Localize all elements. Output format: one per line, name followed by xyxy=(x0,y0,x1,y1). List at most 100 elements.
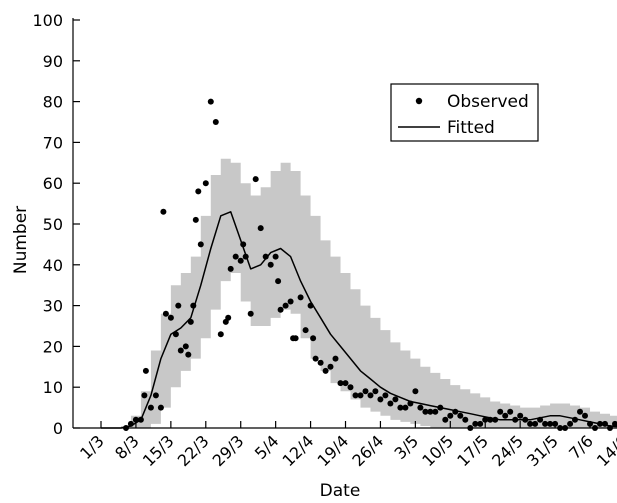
observed-point xyxy=(452,408,459,415)
x-tick-label: 17/5 xyxy=(453,431,492,470)
observed-point xyxy=(522,416,529,423)
confidence-band-area xyxy=(101,158,617,428)
observed-point xyxy=(272,253,279,260)
observed-point xyxy=(367,392,374,399)
observed-point xyxy=(242,253,249,260)
x-tick-label: 5/4 xyxy=(251,431,283,463)
observed-point xyxy=(277,306,284,313)
observed-point xyxy=(352,392,359,399)
x-tick-label: 29/3 xyxy=(209,431,248,470)
observed-point xyxy=(327,363,334,370)
y-tick-label: 20 xyxy=(43,337,63,356)
observed-point xyxy=(197,241,204,248)
observed-point xyxy=(417,404,424,411)
observed-point xyxy=(462,416,469,423)
observed-point xyxy=(357,392,364,399)
observed-point xyxy=(387,400,394,407)
observed-point xyxy=(217,331,224,338)
y-tick-label: 60 xyxy=(43,174,63,193)
observed-point xyxy=(257,225,264,232)
observed-point xyxy=(141,392,148,399)
observed-point xyxy=(347,384,354,391)
observed-point xyxy=(382,392,389,399)
observed-point xyxy=(612,420,617,427)
observed-point xyxy=(577,408,583,415)
observed-point xyxy=(160,208,167,215)
observed-point xyxy=(552,420,559,427)
observed-point xyxy=(362,388,369,395)
observed-point xyxy=(267,261,274,268)
observed-point xyxy=(307,302,314,309)
observed-point xyxy=(262,253,269,260)
x-tick-label: 1/3 xyxy=(76,431,108,463)
observed-point xyxy=(152,392,159,399)
observed-point xyxy=(532,420,539,427)
observed-point xyxy=(432,408,439,415)
y-tick-label: 90 xyxy=(43,52,63,71)
x-tick-label: 12/4 xyxy=(279,431,318,470)
observed-point xyxy=(477,420,484,427)
observed-point xyxy=(492,416,499,423)
observed-point xyxy=(407,400,414,407)
observed-point xyxy=(207,98,214,105)
y-tick-label: 0 xyxy=(53,419,63,438)
observed-point xyxy=(592,425,598,431)
x-tick-label: 8/3 xyxy=(111,431,143,463)
observed-point xyxy=(447,412,454,419)
y-tick-label: 100 xyxy=(32,11,63,30)
observed-point xyxy=(322,367,329,374)
x-tick-label: 19/4 xyxy=(313,431,352,470)
y-tick-label: 40 xyxy=(43,256,63,275)
observed-point xyxy=(195,188,202,195)
observed-point xyxy=(547,420,554,427)
observed-point xyxy=(292,335,299,342)
legend-fitted-label: Fitted xyxy=(447,118,495,138)
observed-point xyxy=(557,425,564,431)
observed-point xyxy=(137,416,144,423)
observed-point xyxy=(175,302,182,309)
observed-point xyxy=(212,119,219,125)
observed-point xyxy=(427,408,434,415)
observed-point xyxy=(342,380,349,387)
observed-point xyxy=(402,404,409,411)
legend-observed-label: Observed xyxy=(447,92,529,112)
observed-point xyxy=(162,310,169,317)
observed-point xyxy=(282,302,289,309)
observed-point xyxy=(467,425,474,431)
observed-point xyxy=(225,314,232,321)
x-tick-label: 24/5 xyxy=(488,431,527,470)
x-axis-title: Date xyxy=(320,481,361,501)
observed-point xyxy=(177,347,184,354)
x-tick-label: 22/3 xyxy=(174,431,213,470)
observed-point xyxy=(240,241,247,248)
observed-point xyxy=(317,359,324,366)
y-tick-label: 70 xyxy=(43,133,63,152)
observed-point xyxy=(437,404,444,411)
observed-point xyxy=(132,416,139,423)
observed-point xyxy=(412,388,419,395)
observed-point xyxy=(542,420,549,427)
y-tick-label: 80 xyxy=(43,93,63,112)
observed-points-layer xyxy=(123,98,617,431)
observed-point xyxy=(297,294,304,301)
observed-point xyxy=(312,355,319,362)
y-tick-label: 50 xyxy=(43,215,63,234)
observed-point xyxy=(392,396,399,403)
y-tick-label: 30 xyxy=(43,297,63,316)
observed-point xyxy=(227,265,234,272)
observed-point xyxy=(232,253,239,260)
observed-point xyxy=(123,425,129,431)
observed-point xyxy=(142,367,149,374)
observed-point xyxy=(377,396,384,403)
observed-point xyxy=(562,425,569,431)
observed-point xyxy=(607,425,613,431)
x-tick-label: 15/3 xyxy=(139,431,178,470)
observed-point xyxy=(185,351,192,358)
observed-point xyxy=(497,408,504,415)
observed-point xyxy=(512,416,519,423)
observed-point xyxy=(157,404,164,411)
observed-point xyxy=(487,416,494,423)
observed-point xyxy=(567,420,574,427)
observed-point xyxy=(507,408,514,415)
